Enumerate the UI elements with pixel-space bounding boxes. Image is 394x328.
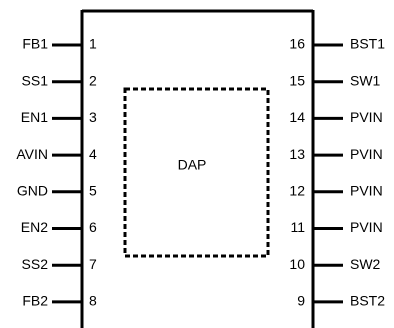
pin-number-label: 5 — [89, 183, 97, 199]
left-pin: SS1 2 — [22, 72, 97, 88]
right-pin: 15 SW1 — [289, 72, 380, 88]
pin-name-label: PVIN — [350, 219, 383, 235]
left-pin: EN2 6 — [21, 219, 97, 235]
left-pin: FB2 8 — [22, 293, 97, 309]
pin-number-label: 16 — [289, 36, 305, 52]
pin-number-label: 15 — [289, 72, 305, 88]
right-pin: 13 PVIN — [289, 146, 382, 162]
pin-number-label: 10 — [289, 256, 305, 272]
pin-number-label: 4 — [89, 146, 97, 162]
right-pin: 10 SW2 — [289, 256, 380, 272]
left-pin-group: FB1 1 SS1 2 EN1 3 AVIN 4 GND 5 EN2 6 SS2 7 FB2 8 — [16, 36, 97, 309]
pin-name-label: BST1 — [350, 36, 385, 52]
pin-name-label: SW1 — [350, 72, 381, 88]
left-pin: EN1 3 — [21, 109, 97, 125]
right-pin: 12 PVIN — [289, 183, 382, 199]
pin-name-label: BST2 — [350, 293, 385, 309]
left-pin: AVIN 4 — [16, 146, 97, 162]
right-pin: 16 BST1 — [289, 36, 385, 52]
package-body — [80, 9, 315, 328]
pin-name-label: SS1 — [22, 72, 49, 88]
pin-name-label: PVIN — [350, 109, 383, 125]
pin-number-label: 11 — [290, 219, 305, 235]
pin-number-label: 9 — [297, 293, 305, 309]
pin-number-label: 6 — [89, 219, 97, 235]
right-pin-group: 16 BST1 15 SW1 14 PVIN 13 PVIN 12 PVIN 11 PVIN 10 SW2… — [289, 36, 385, 309]
pin-number-label: 8 — [89, 293, 97, 309]
pin-name-label: GND — [17, 183, 48, 199]
pin-name-label: FB2 — [22, 293, 48, 309]
pin-name-label: EN1 — [21, 109, 48, 125]
pin-name-label: EN2 — [21, 219, 48, 235]
pin-number-label: 12 — [289, 183, 305, 199]
pin-name-label: PVIN — [350, 183, 383, 199]
pin-number-label: 1 — [89, 36, 97, 52]
pin-number-label: 3 — [89, 109, 97, 125]
pin-name-label: SW2 — [350, 256, 381, 272]
pin-name-label: FB1 — [22, 36, 48, 52]
pin-number-label: 7 — [89, 256, 97, 272]
pin-number-label: 2 — [89, 72, 97, 88]
right-pin: 9 BST2 — [297, 293, 385, 309]
pin-number-label: 13 — [289, 146, 305, 162]
right-pin: 14 PVIN — [289, 109, 382, 125]
pin-name-label: AVIN — [16, 146, 48, 162]
dap-outline — [123, 87, 270, 258]
left-pin: SS2 7 — [22, 256, 97, 272]
right-pin: 11 PVIN — [290, 219, 382, 235]
pin-name-label: PVIN — [350, 146, 383, 162]
pin-name-label: SS2 — [22, 256, 49, 272]
left-pin: GND 5 — [17, 183, 97, 199]
pin-number-label: 14 — [289, 109, 305, 125]
left-pin: FB1 1 — [22, 36, 97, 52]
dap-label: DAP — [178, 157, 207, 173]
